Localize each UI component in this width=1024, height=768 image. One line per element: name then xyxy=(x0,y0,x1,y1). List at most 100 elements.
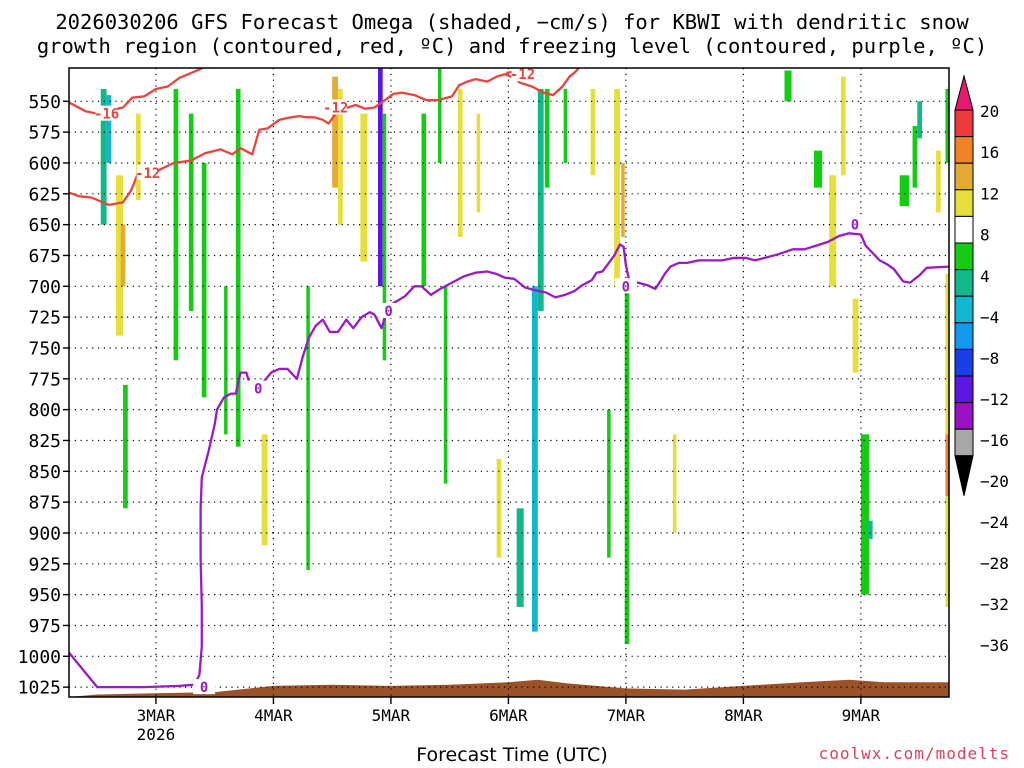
y-tick-label: 550 xyxy=(28,92,61,113)
colorbar-tick-label: −4 xyxy=(980,308,999,327)
contour-label: -12 xyxy=(135,166,160,182)
colorbar-segment xyxy=(954,322,974,350)
omega-cell xyxy=(531,286,538,632)
omega-cell xyxy=(120,224,126,287)
contour-label-bg xyxy=(324,99,347,115)
omega-cell xyxy=(115,175,124,336)
colorbar-segment xyxy=(954,189,974,217)
omega-cell xyxy=(544,88,550,188)
omega-cell xyxy=(338,88,343,225)
omega-cell xyxy=(437,68,442,163)
plot-area: 0 0 0 0 0 -12 -12 -12 -16 xyxy=(69,67,949,697)
omega-cell xyxy=(813,150,823,188)
omega-cell xyxy=(860,434,870,595)
colorbar-bottom-arrow xyxy=(954,455,974,496)
omega-cell xyxy=(224,286,228,435)
colorbar-tick-label: −28 xyxy=(980,554,1009,573)
y-tick-label: 1025 xyxy=(18,678,61,699)
contour-label: -16 xyxy=(94,107,119,123)
colorbar-segment xyxy=(954,109,974,138)
omega-cell xyxy=(421,113,427,287)
colorbar-segment xyxy=(954,269,974,297)
colorbar-tick-label: 16 xyxy=(980,143,999,162)
x-axis-title: Forecast Time (UTC) xyxy=(416,744,608,766)
omega-cell xyxy=(945,434,949,496)
y-tick-label: 975 xyxy=(28,616,61,637)
contour-label: 0 xyxy=(384,304,392,320)
contour-label: -12 xyxy=(510,67,535,83)
x-tick-label: 6MAR xyxy=(489,706,528,725)
chart-title-line-1: 2026030206 GFS Forecast Omega (shaded, −… xyxy=(55,10,969,34)
omega-cell xyxy=(306,286,310,570)
x-tick-label: 8MAR xyxy=(724,706,763,725)
omega-cell xyxy=(784,70,792,102)
contour-label-bg xyxy=(193,679,216,695)
colorbar-tick-label: −20 xyxy=(980,472,1009,491)
omega-cell xyxy=(672,434,677,533)
colorbar-segment xyxy=(954,136,974,164)
contour-label-bg xyxy=(247,380,270,396)
omega-cell xyxy=(476,113,481,213)
omega-cell xyxy=(867,520,873,540)
y-tick-label: 775 xyxy=(28,369,61,390)
x-tick-label: 9MAR xyxy=(842,706,881,725)
omega-cell xyxy=(457,88,463,237)
contour-label: -12 xyxy=(323,100,348,116)
contour-label: 0 xyxy=(622,279,630,295)
omega-cell xyxy=(899,175,910,207)
x-tick-label: 7MAR xyxy=(607,706,646,725)
contour-line xyxy=(69,68,204,115)
omega-cell xyxy=(936,150,941,213)
y-tick-label: 750 xyxy=(28,338,61,359)
y-tick-label: 575 xyxy=(28,123,61,144)
colorbar-tick-label: −24 xyxy=(980,513,1009,532)
omega-cell xyxy=(614,88,621,287)
y-tick-label: 800 xyxy=(28,400,61,421)
omega-cell xyxy=(840,76,846,176)
omega-cell xyxy=(496,458,502,558)
omega-cell xyxy=(377,68,383,287)
x-tick-label: 3MAR xyxy=(137,706,176,725)
source-credit: coolwx.com/modelts xyxy=(818,744,1010,763)
colorbar-segment xyxy=(954,428,974,457)
omega-cell xyxy=(360,113,368,262)
y-tick-label: 1000 xyxy=(18,647,61,668)
contour-label-bg xyxy=(377,302,400,318)
omega-cell xyxy=(173,88,179,361)
contour-line xyxy=(69,68,580,207)
omega-cell xyxy=(621,162,625,237)
colorbar-tick-label: 8 xyxy=(980,226,990,245)
omega-cell xyxy=(829,175,837,287)
contour-label-bg xyxy=(511,68,534,82)
colorbar-segment xyxy=(954,215,974,244)
omega-cell xyxy=(201,162,207,398)
y-tick-label: 925 xyxy=(28,554,61,575)
x-tick-year-label: 2026 xyxy=(137,725,176,744)
colorbar-tick-label: −36 xyxy=(980,636,1009,655)
colorbar-tick-label: 12 xyxy=(980,184,999,203)
omega-cell xyxy=(100,88,107,225)
y-tick-label: 675 xyxy=(28,246,61,267)
omega-cell xyxy=(590,88,596,176)
omega-cell xyxy=(516,508,524,607)
colorbar-segment xyxy=(954,375,974,404)
omega-cell xyxy=(945,88,949,163)
omega-cell xyxy=(135,113,141,200)
omega-cell xyxy=(624,286,630,644)
colorbar-tick-label: −32 xyxy=(980,595,1009,614)
contour-label-bg xyxy=(95,105,118,121)
omega-cell xyxy=(607,409,611,558)
omega-cell xyxy=(563,88,568,163)
omega-cell xyxy=(382,113,387,361)
contour-label-bg xyxy=(614,278,637,294)
y-tick-label: 875 xyxy=(28,493,61,514)
colorbar-segment xyxy=(954,295,974,324)
omega-cell xyxy=(852,298,859,373)
omega-cell xyxy=(912,125,918,188)
contour-line xyxy=(69,232,949,689)
contour-label-bg xyxy=(844,216,867,232)
terrain-fill xyxy=(69,679,949,697)
contour-label: 0 xyxy=(851,218,859,234)
omega-cell xyxy=(332,76,339,188)
